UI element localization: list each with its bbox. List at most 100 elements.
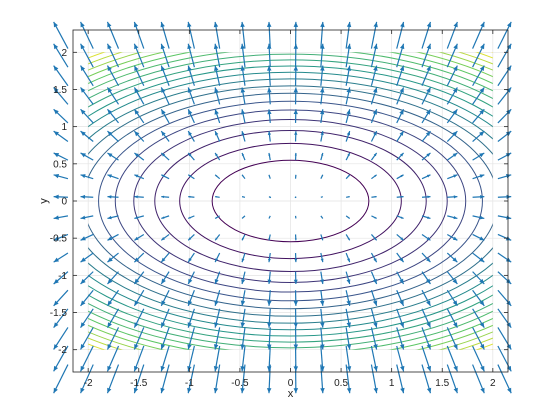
x-tick-label: 1 <box>389 378 395 389</box>
quiver-arrow <box>160 65 170 86</box>
quiver-arrow <box>497 130 512 142</box>
quiver-arrow <box>187 43 195 68</box>
quiver-arrow <box>53 364 69 394</box>
quiver-arrow <box>396 21 405 49</box>
quiver-arrow <box>497 215 512 220</box>
quiver-arrow <box>446 289 458 307</box>
quiver-arrow <box>267 65 272 86</box>
contour-line <box>211 159 370 243</box>
quiver-arrow <box>214 174 221 180</box>
quiver-arrow <box>345 43 352 68</box>
quiver-arrow <box>319 290 325 306</box>
quiver-arrow <box>371 196 377 198</box>
quiver-arrow <box>187 130 195 142</box>
quiver-arrow <box>370 364 378 394</box>
quiver-arrow <box>214 215 220 219</box>
quiver-arrow <box>447 233 458 241</box>
quiver-arrow <box>421 345 432 372</box>
quiver-arrow <box>240 65 246 86</box>
quiver-arrow <box>133 21 145 49</box>
quiver-arrow <box>241 130 246 142</box>
quiver-arrow <box>214 308 221 328</box>
quiver-arrow <box>187 308 195 328</box>
quiver-arrow <box>319 87 325 105</box>
quiver-arrow <box>213 327 221 350</box>
quiver-arrow <box>240 109 246 124</box>
quiver-arrow <box>396 87 405 105</box>
quiver-arrow <box>421 308 432 328</box>
quiver-arrow <box>133 364 145 394</box>
quiver-arrow <box>160 252 170 263</box>
quiver-arrow <box>345 364 352 394</box>
quiver-arrow <box>187 215 195 220</box>
quiver-arrow <box>346 196 350 198</box>
quiver-arrow <box>106 308 120 328</box>
quiver-arrow <box>53 215 69 220</box>
quiver-arrow <box>294 152 297 161</box>
quiver-arrow <box>80 271 94 285</box>
quiver-arrow <box>421 215 431 220</box>
quiver-arrow <box>320 21 325 49</box>
quiver-arrow <box>446 252 458 263</box>
quiver-arrow <box>345 327 352 350</box>
x-tick-label: 0 <box>288 378 294 389</box>
quiver-arrow <box>497 327 512 350</box>
y-tick-label: 1.5 <box>53 85 67 96</box>
quiver-arrow <box>421 174 431 180</box>
quiver-arrow <box>241 152 246 161</box>
quiver-arrow <box>107 195 119 199</box>
quiver-arrow <box>472 345 485 372</box>
quiver-arrow <box>106 43 120 68</box>
y-tick-label: -2 <box>58 345 67 356</box>
quiver-arrow <box>214 271 221 285</box>
y-tick-label: 0 <box>61 197 67 208</box>
quiver-arrow <box>80 130 94 142</box>
quiver-arrow <box>267 87 272 105</box>
quiver-arrow <box>80 152 94 161</box>
quiver-arrow <box>133 289 145 307</box>
quiver-arrow <box>160 130 170 142</box>
quiver-arrow <box>215 196 220 198</box>
quiver-arrow <box>160 327 170 350</box>
quiver-arrow <box>107 271 119 285</box>
quiver-arrow <box>446 364 458 394</box>
quiver-arrow <box>240 364 246 394</box>
x-axis-label: x <box>288 388 294 400</box>
x-tick-label: -1.5 <box>130 378 148 389</box>
quiver-arrow <box>187 271 195 285</box>
quiver-arrow <box>446 87 458 105</box>
quiver-arrow <box>80 308 94 329</box>
quiver-arrow <box>320 152 324 161</box>
quiver-arrow <box>133 65 145 87</box>
quiver-arrow <box>214 152 221 161</box>
quiver-arrow <box>53 252 69 263</box>
quiver-arrow <box>293 290 299 306</box>
quiver-arrow <box>133 271 145 285</box>
quiver-arrow <box>472 130 485 142</box>
quiver-arrow <box>446 130 458 142</box>
quiver-arrow <box>370 21 378 49</box>
quiver-arrow <box>80 289 94 307</box>
quiver-arrows <box>53 21 512 394</box>
quiver-arrow <box>187 87 195 105</box>
quiver-arrow <box>214 252 221 263</box>
quiver-arrow <box>370 252 378 263</box>
quiver-arrow <box>294 131 298 142</box>
quiver-arrow <box>472 289 485 307</box>
contour-line <box>179 142 402 260</box>
quiver-arrow <box>80 65 94 87</box>
quiver-arrow <box>370 345 378 372</box>
quiver-arrow <box>187 65 195 86</box>
quiver-arrow <box>396 43 405 68</box>
quiver-arrow <box>446 152 458 161</box>
quiver-arrow <box>345 271 351 285</box>
quiver-arrow <box>240 21 246 49</box>
quiver-arrow <box>160 345 170 372</box>
quiver-arrow <box>160 152 170 161</box>
contour-line <box>98 100 483 302</box>
quiver-arrow <box>134 215 144 220</box>
x-tick-label: 0.5 <box>334 378 348 389</box>
y-axis-label: y <box>38 198 50 204</box>
quiver-arrow <box>345 308 351 328</box>
quiver-arrow <box>214 109 221 124</box>
